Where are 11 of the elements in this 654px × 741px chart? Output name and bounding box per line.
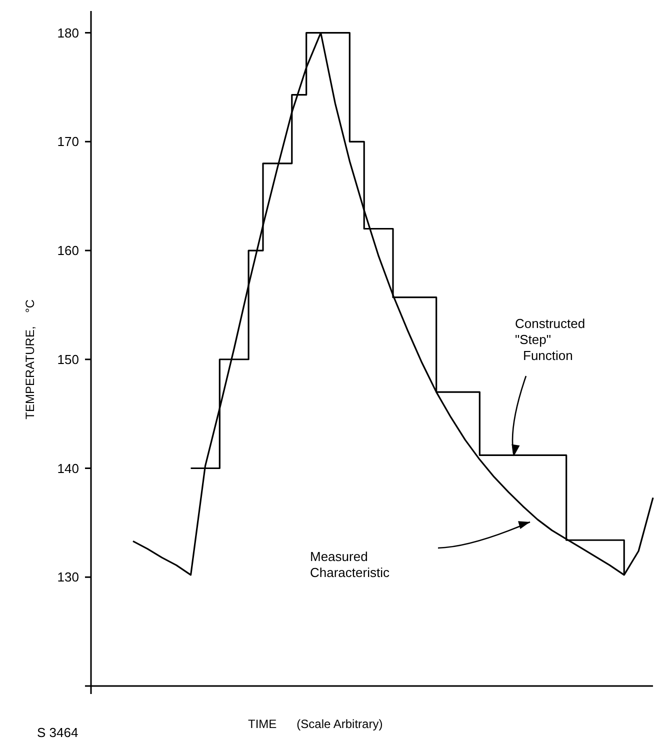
y-tick-label: 140 bbox=[57, 460, 79, 476]
text: S 3464 bbox=[37, 725, 78, 740]
annotation: Measured Characteristic bbox=[310, 549, 390, 580]
y-tick-label: 130 bbox=[57, 570, 79, 585]
y-tick-label: 150 bbox=[57, 352, 79, 367]
y-tick-label: 180 bbox=[57, 25, 79, 40]
y-tick-label: 170 bbox=[57, 134, 79, 150]
annotation: Constructed "Step" Function bbox=[515, 316, 586, 363]
y-axis-title: TEMPERATURE, °C bbox=[23, 299, 37, 420]
x-axis-title: TIME (Scale Arbitrary) bbox=[248, 717, 383, 731]
y-tick-label: 160 bbox=[57, 243, 79, 258]
